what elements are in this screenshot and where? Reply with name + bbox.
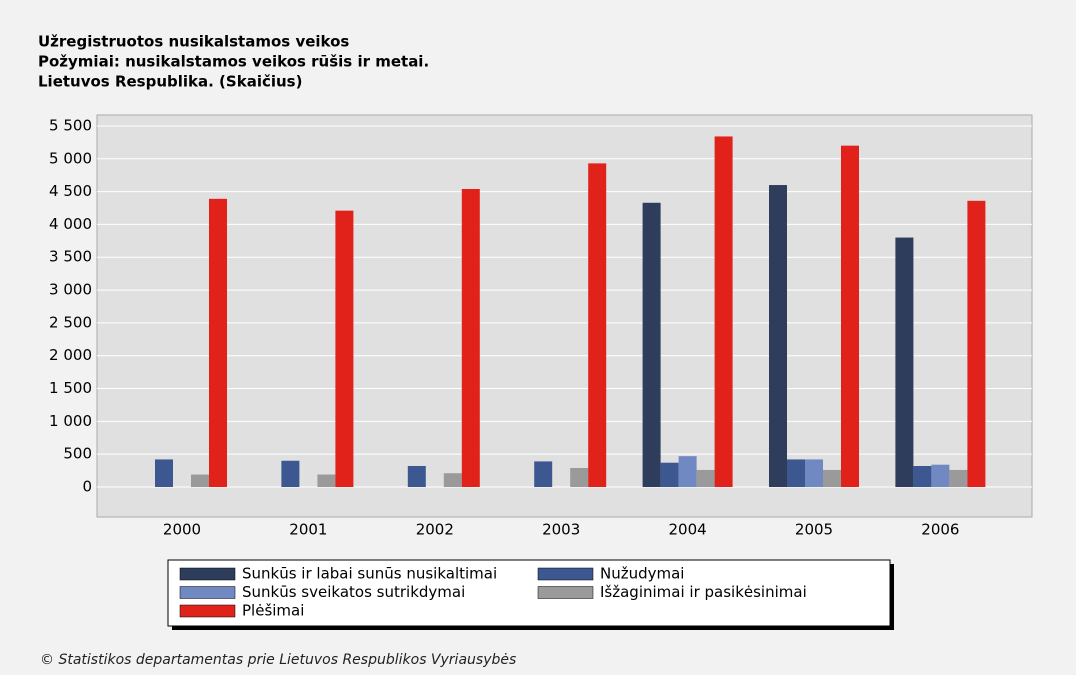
legend-swatch bbox=[179, 567, 236, 581]
y-tick-label: 1 500 bbox=[49, 379, 92, 397]
bar bbox=[570, 467, 589, 488]
y-tick-label: 5 000 bbox=[49, 149, 92, 167]
source: © Statistikos departamentas prie Lietuvo… bbox=[40, 652, 516, 668]
title-line: Užregistruotos nusikalstamos veikos bbox=[38, 33, 349, 51]
bar bbox=[913, 465, 932, 488]
x-tick-label: 2005 bbox=[795, 521, 833, 539]
bar bbox=[407, 465, 426, 488]
bar bbox=[642, 202, 661, 488]
bar bbox=[931, 464, 950, 488]
bar bbox=[769, 185, 787, 488]
bar bbox=[678, 456, 697, 488]
x-tick-label: 2001 bbox=[289, 521, 327, 539]
y-tick-label: 4 000 bbox=[49, 215, 92, 233]
bar bbox=[155, 459, 173, 488]
x-tick-label: 2002 bbox=[416, 521, 454, 539]
legend-label: Sunkūs sveikatos sutrikdymai bbox=[242, 583, 465, 601]
bar bbox=[841, 145, 859, 488]
x-tick-label: 2006 bbox=[921, 521, 959, 539]
x-tick-label: 2000 bbox=[163, 521, 201, 539]
legend-swatch bbox=[179, 586, 236, 599]
legend-swatch bbox=[537, 586, 594, 599]
y-tick-label: 3 500 bbox=[49, 248, 92, 266]
bar bbox=[714, 136, 733, 488]
y-tick-label: 4 500 bbox=[49, 182, 92, 200]
bar bbox=[823, 469, 841, 488]
bar bbox=[443, 473, 462, 488]
bar bbox=[660, 462, 679, 488]
bar bbox=[588, 163, 607, 488]
bar bbox=[281, 460, 300, 488]
legend-label: Plėšimai bbox=[242, 602, 304, 620]
y-tick-label: 1 000 bbox=[49, 412, 92, 430]
y-tick-label: 0 bbox=[82, 478, 92, 496]
x-tick-label: 2003 bbox=[542, 521, 580, 539]
title-line: Požymiai: nusikalstamos veikos rūšis ir … bbox=[38, 53, 429, 71]
y-tick-label: 500 bbox=[63, 445, 92, 463]
bar bbox=[787, 459, 805, 488]
y-tick-label: 3 000 bbox=[49, 281, 92, 299]
bar bbox=[696, 469, 715, 488]
bar bbox=[967, 200, 986, 488]
legend-label: Nužudymai bbox=[600, 565, 684, 583]
legend bbox=[167, 559, 891, 627]
y-tick-label: 2 500 bbox=[49, 313, 92, 331]
x-tick-label: 2004 bbox=[669, 521, 707, 539]
bar bbox=[191, 474, 209, 488]
plot-area bbox=[96, 114, 1033, 518]
y-tick-label: 2 000 bbox=[49, 346, 92, 364]
y-tick-label: 5 500 bbox=[49, 116, 92, 134]
legend-swatch bbox=[537, 567, 594, 581]
bar bbox=[949, 469, 968, 488]
bar bbox=[209, 198, 227, 488]
bar bbox=[805, 459, 823, 488]
bar bbox=[534, 461, 553, 488]
legend-label: Išžaginimai ir pasikėsinimai bbox=[600, 583, 807, 601]
legend-label: Sunkūs ir labai sunūs nusikaltimai bbox=[242, 565, 497, 583]
bar bbox=[461, 188, 480, 488]
bar bbox=[317, 474, 336, 488]
legend-swatch bbox=[179, 604, 236, 618]
bar bbox=[335, 210, 354, 488]
bar bbox=[895, 237, 914, 488]
title-line: Lietuvos Respublika. (Skaičius) bbox=[38, 73, 302, 91]
